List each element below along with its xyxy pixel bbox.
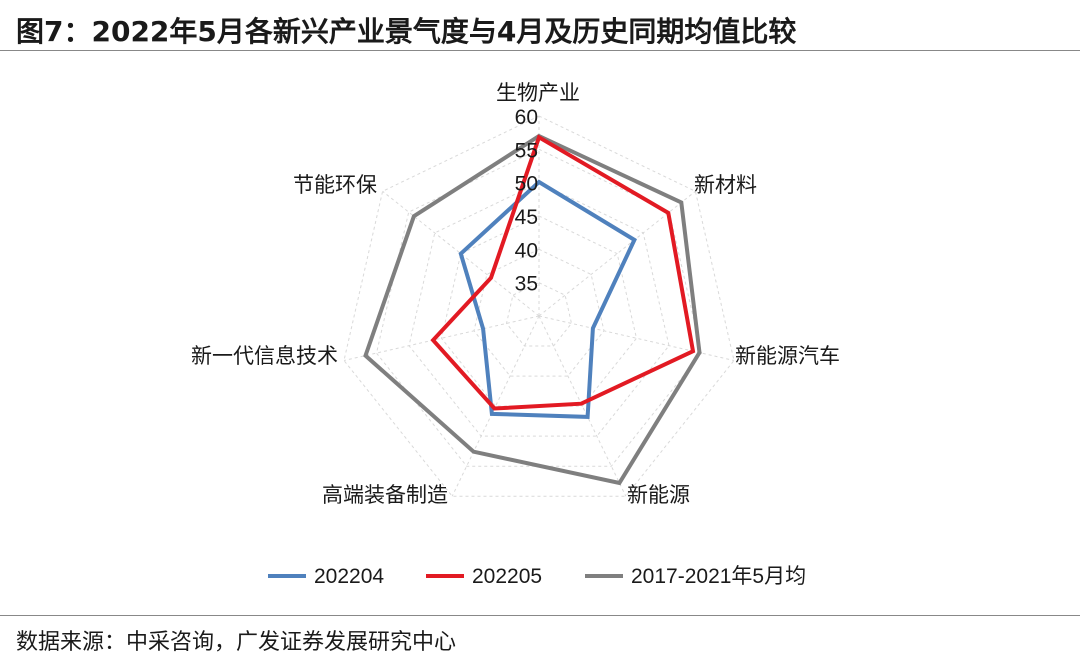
series-line-0 <box>458 179 637 419</box>
series-line-2 <box>363 133 702 486</box>
data-source: 数据来源：中采咨询，广发证券发展研究中心 <box>16 630 457 655</box>
title-divider <box>0 50 1080 51</box>
grid-spoke <box>538 315 735 361</box>
legend-item: 2017-2021年5月均 <box>585 565 806 588</box>
radial-tick-label: 55 <box>515 139 538 162</box>
legend: 202204 202205 2017-2021年5月均 <box>268 565 806 588</box>
legend-item: 202205 <box>426 565 542 588</box>
category-label: 节能环保 <box>293 173 377 197</box>
radial-tick-label: 50 <box>515 173 538 196</box>
category-label: 新能源汽车 <box>735 344 840 368</box>
category-label: 高端装备制造 <box>322 483 448 507</box>
legend-label: 2017-2021年5月均 <box>631 565 806 588</box>
legend-item: 202204 <box>268 565 384 588</box>
series-line-1 <box>430 134 696 411</box>
radial-tick-label: 35 <box>515 273 538 296</box>
footer-divider <box>0 615 1080 616</box>
category-label: 生物产业 <box>496 81 580 105</box>
radial-tick-labels: 35 40 45 50 55 60 <box>515 106 538 296</box>
grid-ring <box>440 215 638 407</box>
category-label: 新能源 <box>627 483 690 507</box>
category-label: 新一代信息技术 <box>191 344 338 368</box>
radar-series <box>363 133 702 486</box>
grid-ring <box>343 115 735 497</box>
radar-grid <box>343 115 735 497</box>
radial-tick-label: 40 <box>515 239 538 262</box>
grid-ring <box>505 282 573 347</box>
category-label: 新材料 <box>694 173 757 197</box>
legend-label: 202204 <box>314 565 384 588</box>
legend-label: 202205 <box>472 565 542 588</box>
grid-ring <box>408 182 670 437</box>
radial-tick-label: 45 <box>515 206 538 229</box>
page-title: 图7：2022年5月各新兴产业景气度与4月及历史同期均值比较 <box>16 15 797 48</box>
radial-tick-label: 60 <box>515 106 538 129</box>
